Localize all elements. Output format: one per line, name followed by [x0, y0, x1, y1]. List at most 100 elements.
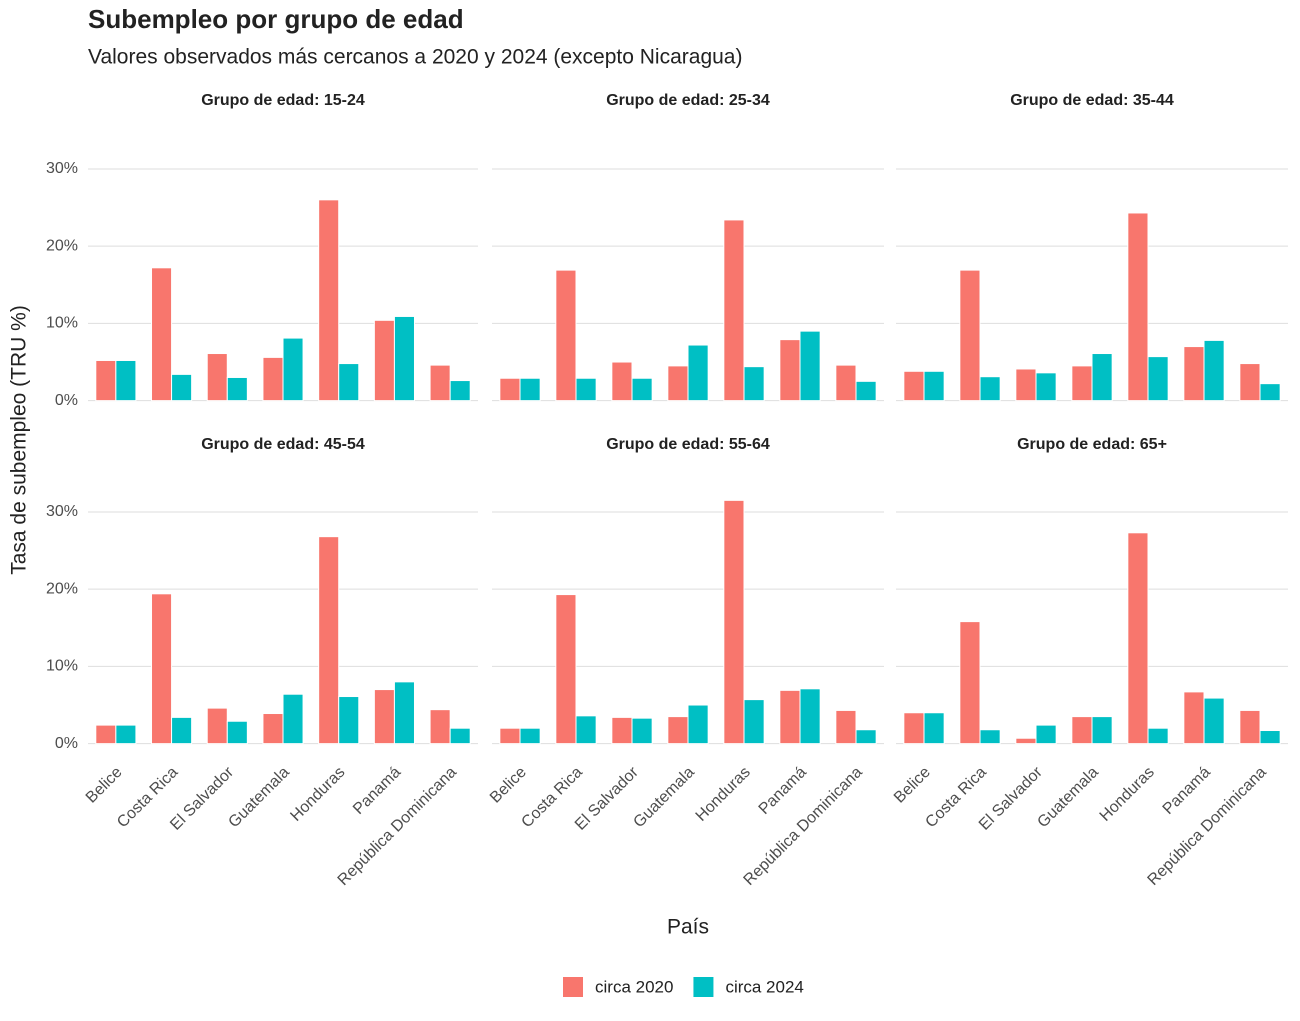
bar [979, 376, 1001, 402]
bar [1259, 383, 1281, 402]
x-tick-label: República Dominicana [741, 764, 866, 889]
bar [855, 380, 877, 402]
bar [318, 199, 340, 402]
bar [393, 681, 415, 745]
y-tick-label: 0% [55, 735, 78, 752]
bar [1071, 716, 1093, 745]
bar [519, 727, 541, 745]
bar [338, 696, 360, 745]
facet-title: Grupo de edad: 55-64 [606, 436, 770, 453]
bar [1091, 716, 1113, 745]
bar [338, 363, 360, 402]
bar [318, 536, 340, 745]
bar [393, 315, 415, 402]
bar [723, 219, 745, 402]
bar [449, 380, 471, 402]
legend-swatch [693, 977, 714, 997]
facet-title: Grupo de edad: 35-44 [1010, 92, 1174, 109]
legend-swatch [563, 977, 583, 997]
bar [449, 727, 471, 745]
bar [799, 330, 821, 402]
bar [226, 376, 248, 402]
bar [206, 353, 228, 402]
x-tick-label: Panamá [350, 764, 404, 818]
bar [631, 717, 653, 745]
x-tick-label: Honduras [1097, 764, 1158, 825]
bar [282, 693, 304, 745]
bar [1127, 532, 1149, 745]
bar [835, 709, 857, 745]
bar [262, 356, 284, 402]
legend-label: circa 2024 [725, 977, 803, 996]
bar [959, 269, 981, 402]
x-tick-label: Belice [83, 764, 126, 807]
bar [1035, 372, 1057, 402]
bar [1071, 365, 1093, 402]
x-tick-label: República Dominicana [1145, 764, 1270, 889]
y-tick-label: 30% [46, 503, 78, 520]
bar [499, 727, 521, 745]
bar [262, 713, 284, 745]
bar [611, 361, 633, 402]
bar [95, 724, 117, 745]
y-tick-label: 30% [46, 160, 78, 177]
bar [799, 688, 821, 745]
y-tick-label: 0% [55, 392, 78, 409]
bar [171, 373, 193, 402]
facet-title: Grupo de edad: 15-24 [201, 92, 365, 109]
bar [667, 716, 689, 745]
x-tick-label: Panamá [756, 764, 810, 818]
bar [1183, 346, 1205, 402]
bar [1127, 212, 1149, 402]
bar [743, 366, 765, 402]
bar [1183, 691, 1205, 745]
bar [979, 729, 1001, 745]
bar [519, 377, 541, 402]
facet-title: Grupo de edad: 25-34 [606, 92, 770, 109]
bar [1015, 368, 1037, 402]
bar [429, 709, 451, 745]
bar [1203, 339, 1225, 402]
bar [687, 704, 709, 745]
bar [1239, 363, 1261, 402]
y-axis-label: Tasa de subempleo (TRU %) [8, 305, 31, 575]
bar [115, 359, 137, 402]
y-tick-label: 20% [46, 237, 78, 254]
bar [575, 715, 597, 745]
bar [903, 370, 925, 402]
x-tick-label: Guatemala [225, 764, 292, 831]
bar [923, 712, 945, 745]
bar [575, 377, 597, 402]
bar [687, 344, 709, 402]
bar [151, 267, 173, 402]
facet-title: Grupo de edad: 65+ [1017, 436, 1167, 453]
bar [903, 712, 925, 745]
bar [499, 377, 521, 402]
y-tick-label: 10% [46, 658, 78, 675]
x-tick-label: Belice [891, 764, 934, 807]
bar [115, 724, 137, 745]
bar [226, 720, 248, 745]
bar [611, 716, 633, 745]
bar [206, 707, 228, 745]
bar [95, 359, 117, 402]
facet-title: Grupo de edad: 45-54 [201, 436, 365, 453]
bar [779, 339, 801, 402]
bar [835, 364, 857, 402]
bar [779, 689, 801, 745]
chart-title: Subempleo por grupo de edad [88, 4, 464, 34]
bar [1259, 730, 1281, 745]
bar [855, 729, 877, 745]
y-tick-label: 10% [46, 315, 78, 332]
bar [555, 269, 577, 402]
x-tick-label: Guatemala [1034, 764, 1101, 831]
bar [1239, 709, 1261, 745]
bar [959, 621, 981, 745]
x-tick-label: Guatemala [630, 764, 697, 831]
bar [1203, 697, 1225, 745]
bar [151, 593, 173, 745]
bar [1035, 724, 1057, 745]
bar [667, 365, 689, 402]
bar [171, 716, 193, 745]
